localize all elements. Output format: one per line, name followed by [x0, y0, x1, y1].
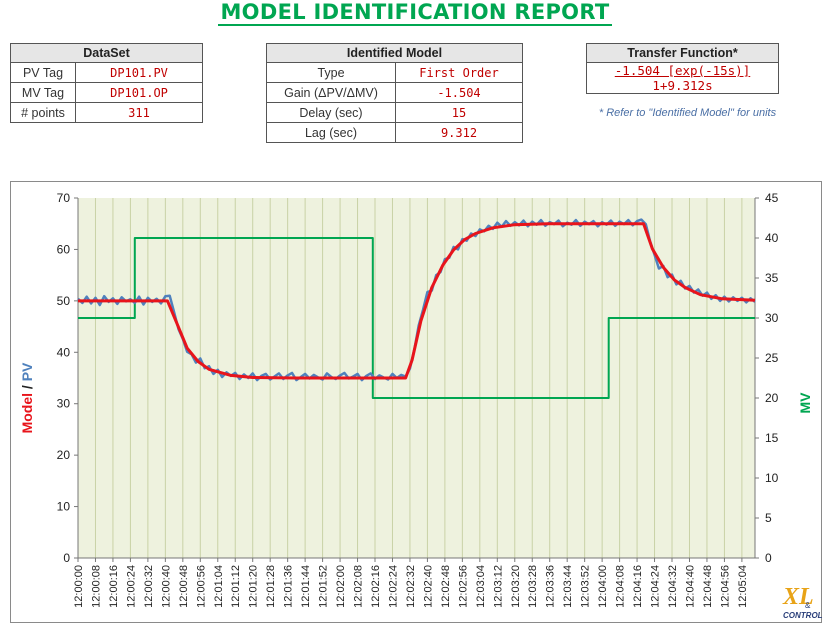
- transfer-function-header: Transfer Function*: [586, 43, 779, 63]
- identified-model-header: Identified Model: [266, 43, 523, 63]
- x-tick-label: 12:04:16: [632, 565, 644, 608]
- left-y-tick-label: 20: [57, 448, 71, 462]
- dataset-table: DataSet PV Tag DP101.PV MV Tag DP101.OP …: [10, 43, 203, 123]
- model-series-line: [78, 222, 756, 380]
- x-tick-label: 12:00:32: [143, 565, 155, 608]
- x-tick-label: 12:04:24: [650, 565, 662, 608]
- right-y-tick-label: 10: [765, 471, 779, 485]
- x-tick-label: 12:01:52: [318, 565, 330, 608]
- dataset-label: # points: [10, 102, 76, 123]
- x-tick-label: 12:04:32: [667, 565, 679, 608]
- left-y-tick-label: 0: [63, 551, 70, 565]
- left-axis-label: Model / PV: [19, 362, 35, 433]
- left-axis-label-part: /: [19, 381, 35, 393]
- x-tick-label: 12:00:40: [160, 565, 172, 608]
- x-tick-label: 12:01:12: [230, 565, 242, 608]
- report-title: MODEL IDENTIFICATION REPORT: [218, 0, 612, 26]
- x-tick-label: 12:03:52: [580, 565, 592, 608]
- x-tick-label: 12:03:12: [492, 565, 504, 608]
- x-tick-label: 12:04:08: [615, 565, 627, 608]
- dataset-label: PV Tag: [10, 62, 76, 83]
- right-y-tick-label: 0: [765, 551, 772, 565]
- x-tick-label: 12:01:28: [265, 565, 277, 608]
- x-tick-label: 12:04:40: [684, 565, 696, 608]
- model-param-label: Lag (sec): [266, 122, 396, 143]
- x-tick-label: 12:03:44: [562, 565, 574, 608]
- logo-text: CONTROL: [783, 611, 823, 620]
- right-y-tick-label: 5: [765, 511, 772, 525]
- left-y-tick-label: 60: [57, 242, 71, 256]
- left-axis-label-part: PV: [19, 362, 35, 381]
- transfer-function-note: * Refer to "Identified Model" for units: [598, 107, 777, 119]
- right-y-tick-label: 40: [765, 231, 779, 245]
- transfer-function-table: Transfer Function* -1.504 [exp(-15s)] 1+…: [586, 43, 779, 94]
- left-y-tick-label: 50: [57, 294, 71, 308]
- model-param-value: 15: [395, 102, 523, 123]
- x-tick-label: 12:02:16: [370, 565, 382, 608]
- x-tick-label: 12:00:16: [108, 565, 120, 608]
- x-tick-label: 12:01:20: [248, 565, 260, 608]
- x-tick-label: 12:03:20: [510, 565, 522, 608]
- x-tick-label: 12:00:56: [195, 565, 207, 608]
- right-y-tick-label: 20: [765, 391, 779, 405]
- left-axis-label-part: Model: [19, 393, 35, 433]
- x-tick-label: 12:04:56: [719, 565, 731, 608]
- dataset-value: DP101.PV: [75, 62, 203, 83]
- x-tick-label: 12:02:48: [440, 565, 452, 608]
- left-y-tick-label: 70: [57, 191, 71, 205]
- left-y-tick-label: 40: [57, 345, 71, 359]
- dataset-value: 311: [75, 102, 203, 123]
- x-tick-label: 12:00:24: [125, 565, 137, 608]
- xl-control-logo: XL & CONTROL: [782, 584, 823, 620]
- model-param-label: Gain (ΔPV/ΔMV): [266, 82, 396, 103]
- x-tick-label: 12:01:04: [213, 565, 225, 608]
- x-tick-label: 12:02:40: [422, 565, 434, 608]
- transfer-function-numerator: -1.504 [exp(-15s)]: [614, 63, 751, 78]
- right-y-tick-label: 30: [765, 311, 779, 325]
- x-tick-label: 12:00:00: [73, 565, 85, 608]
- model-param-value: 9.312: [395, 122, 523, 143]
- x-tick-label: 12:02:32: [405, 565, 417, 608]
- right-y-tick-label: 15: [765, 431, 779, 445]
- transfer-function-denominator: 1+9.312s: [652, 78, 713, 93]
- x-tick-label: 12:01:36: [283, 565, 295, 608]
- right-y-tick-label: 45: [765, 191, 779, 205]
- x-tick-label: 12:02:08: [353, 565, 365, 608]
- plot-area: [78, 198, 755, 558]
- x-tick-label: 12:02:56: [457, 565, 469, 608]
- logo-amp: &: [805, 601, 811, 610]
- x-tick-label: 12:01:44: [300, 565, 312, 608]
- right-y-tick-label: 25: [765, 351, 779, 365]
- identified-model-table: Identified Model Type First Order Gain (…: [266, 43, 523, 143]
- x-tick-label: 12:04:00: [597, 565, 609, 608]
- model-param-label: Type: [266, 62, 396, 83]
- x-tick-label: 12:02:24: [387, 565, 399, 608]
- dataset-label: MV Tag: [10, 82, 76, 103]
- left-y-tick-label: 10: [57, 500, 71, 514]
- x-tick-label: 12:00:08: [90, 565, 102, 608]
- model-pv-mv-chart: 12:00:00 12:00:08 12:00:16 12:00:24 12:00:32…: [10, 181, 822, 623]
- dataset-header: DataSet: [10, 43, 203, 63]
- model-param-label: Delay (sec): [266, 102, 396, 123]
- x-tick-label: 12:03:28: [527, 565, 539, 608]
- model-param-value: First Order: [395, 62, 523, 83]
- x-tick-label: 12:05:04: [737, 565, 749, 608]
- dataset-value: DP101.OP: [75, 82, 203, 103]
- right-y-tick-label: 35: [765, 271, 779, 285]
- model-param-value: -1.504: [395, 82, 523, 103]
- mv-series-line: [78, 237, 755, 399]
- transfer-function-fraction: -1.504 [exp(-15s)] 1+9.312s: [586, 62, 779, 94]
- x-tick-label: 12:04:48: [702, 565, 714, 608]
- right-axis-label: MV: [797, 392, 813, 414]
- left-y-tick-label: 30: [57, 397, 71, 411]
- x-tick-label: 12:00:48: [178, 565, 190, 608]
- x-tick-label: 12:03:04: [475, 565, 487, 608]
- logo-mark: XL: [782, 584, 814, 610]
- x-tick-label: 12:02:00: [335, 565, 347, 608]
- x-tick-label: 12:03:36: [545, 565, 557, 608]
